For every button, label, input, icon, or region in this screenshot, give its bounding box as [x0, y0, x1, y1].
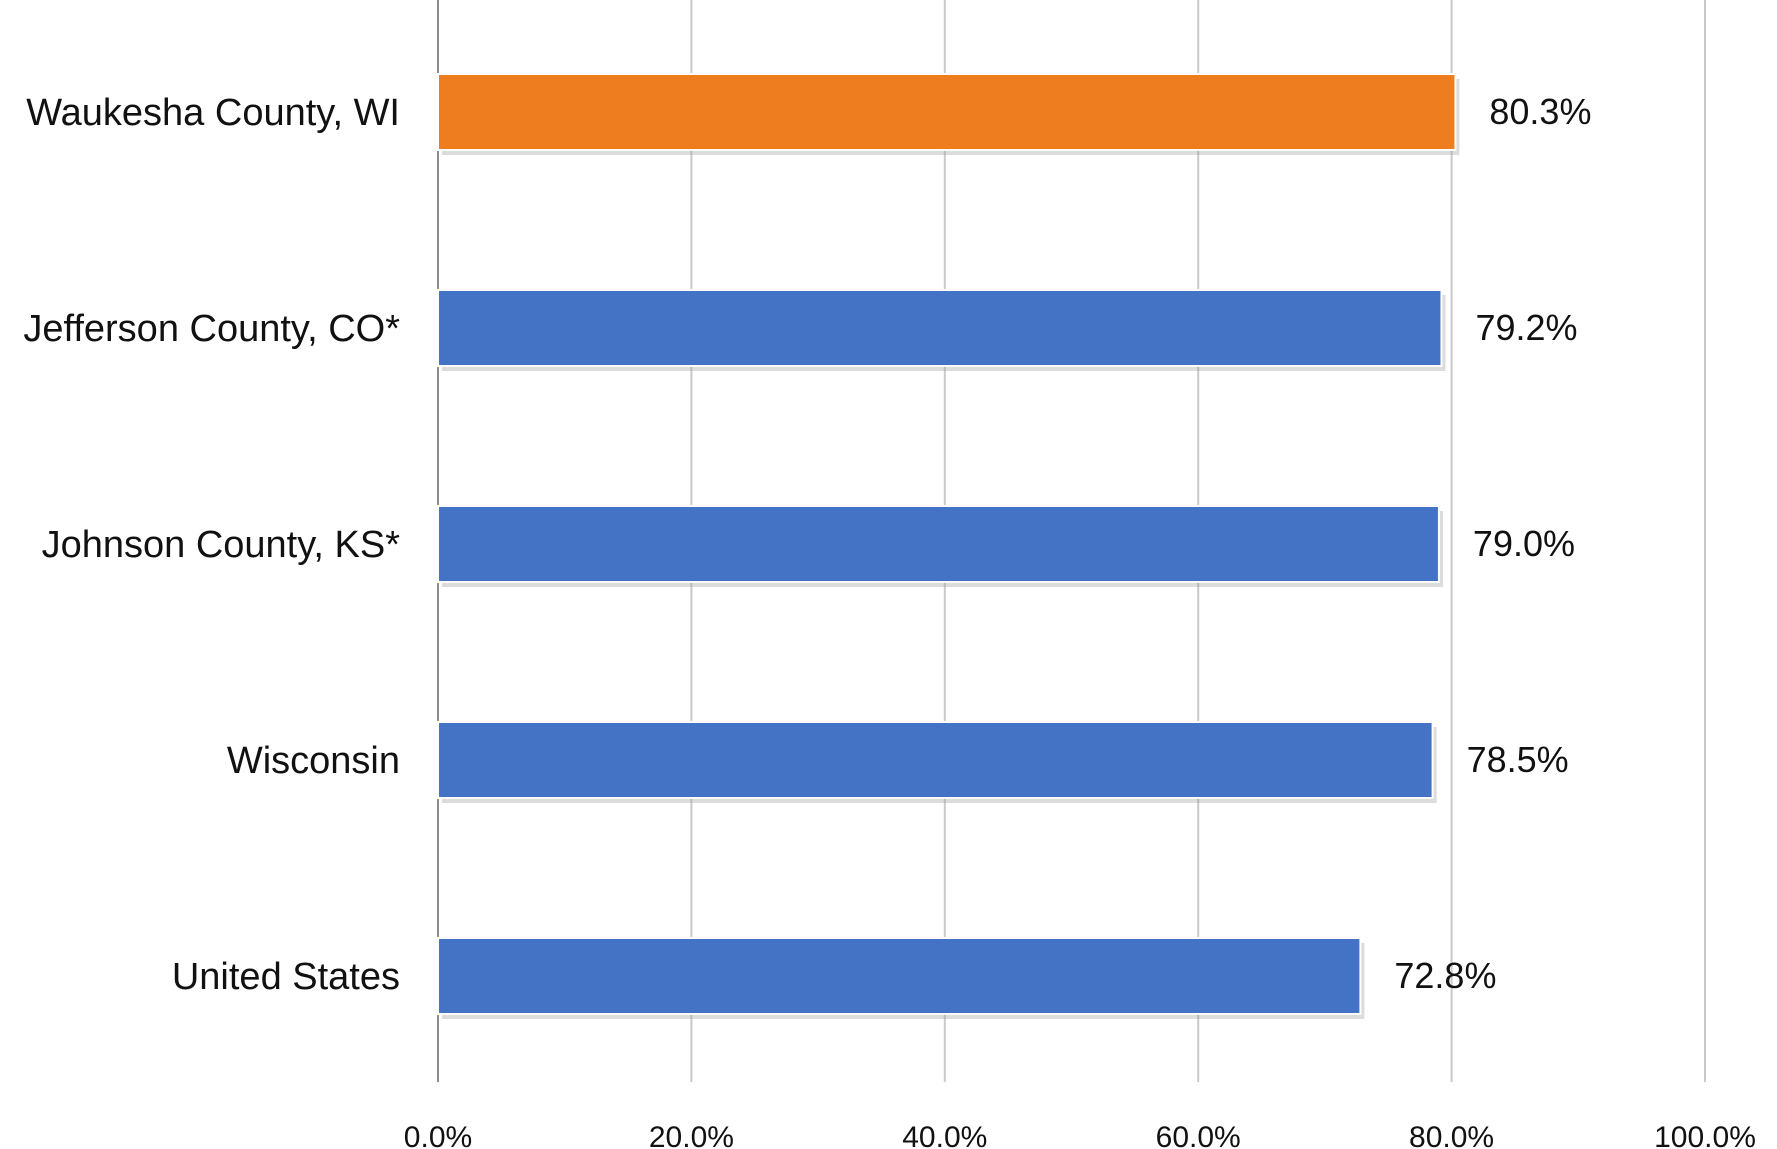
category-label: Jefferson County, CO* — [23, 308, 400, 350]
bar — [437, 721, 1434, 799]
bar — [437, 505, 1440, 583]
x-tick-label: 40.0% — [902, 1121, 987, 1149]
x-tick-label: 60.0% — [1156, 1121, 1241, 1149]
category-label: Waukesha County, WI — [26, 92, 400, 134]
x-tick-label: 20.0% — [649, 1121, 734, 1149]
data-label: 80.3% — [1489, 91, 1591, 132]
x-tick-label: 0.0% — [404, 1121, 472, 1149]
x-tick-label: 100.0% — [1654, 1121, 1756, 1149]
bar — [437, 73, 1457, 151]
data-label: 79.2% — [1475, 307, 1577, 348]
x-tick-label: 80.0% — [1409, 1121, 1494, 1149]
bar — [437, 289, 1443, 367]
data-label: 78.5% — [1467, 739, 1569, 780]
data-label: 72.8% — [1394, 955, 1496, 996]
labels-layer: Waukesha County, WI 80.3% Jefferson County… — [23, 91, 1591, 998]
bar — [437, 937, 1362, 1015]
data-label: 79.0% — [1473, 523, 1575, 564]
x-axis-ticks: 0.0% 20.0% 40.0% 60.0% 80.0% 100.0% — [404, 1121, 1756, 1149]
category-label: United States — [172, 956, 400, 998]
category-label: Wisconsin — [227, 740, 400, 782]
bars-layer — [437, 73, 1460, 1019]
category-label: Johnson County, KS* — [42, 524, 401, 566]
